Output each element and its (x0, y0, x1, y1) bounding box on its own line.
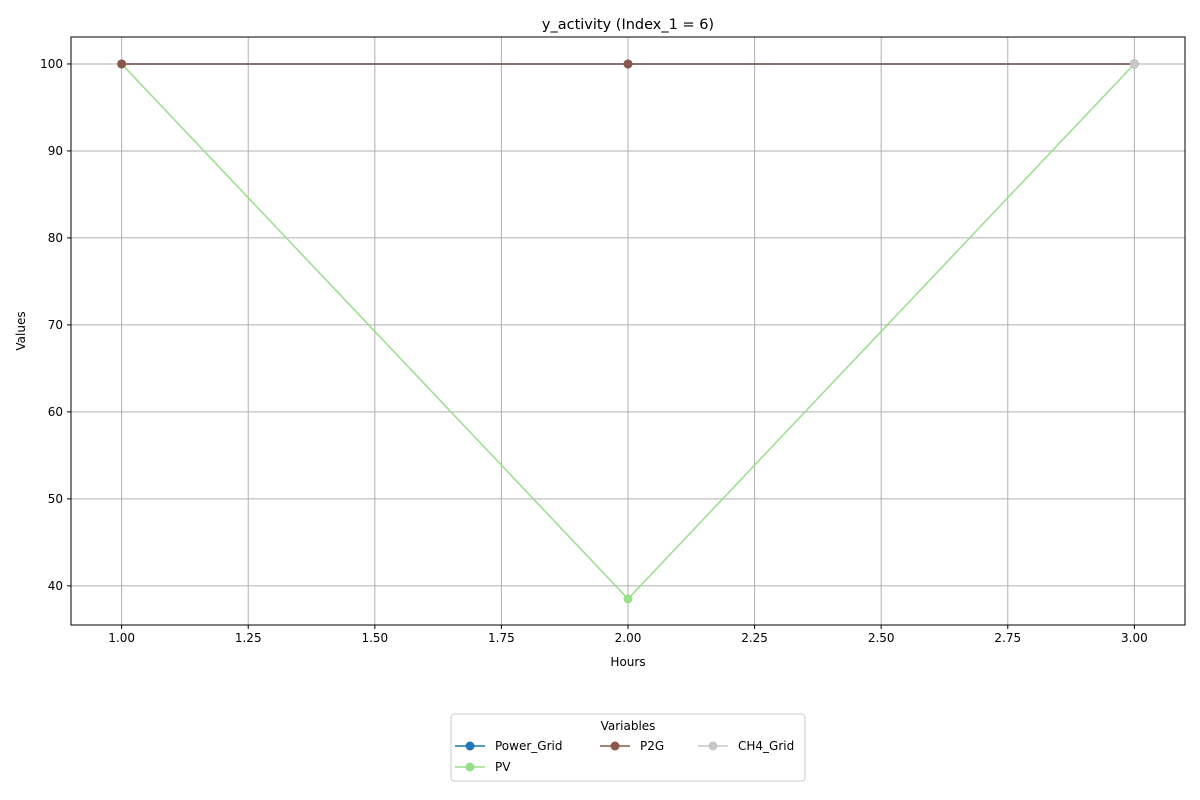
legend-marker (610, 741, 620, 751)
legend-label: PV (495, 760, 511, 774)
x-tick-label: 1.75 (488, 631, 515, 645)
legend-title: Variables (601, 719, 656, 733)
legend-marker (465, 762, 475, 772)
y-tick-label: 100 (40, 57, 63, 71)
series-p2g (117, 59, 1139, 69)
x-tick-label: 1.00 (108, 631, 135, 645)
data-point (1129, 59, 1139, 69)
grid (71, 37, 1185, 625)
legend-item: CH4_Grid (698, 739, 794, 753)
legend-frame (450, 713, 806, 782)
x-tick-label: 2.75 (994, 631, 1021, 645)
y-tick-label: 40 (48, 579, 63, 593)
axis-ticks: 1.00 1.25 1.50 1.75 2.00 2.25 2.50 2.75 3.00 40 50… (40, 57, 1148, 645)
series-layer (117, 59, 1139, 604)
y-tick-label: 70 (48, 318, 63, 332)
data-point (623, 59, 633, 69)
legend-label: P2G (640, 739, 664, 753)
x-tick-label: 1.50 (361, 631, 388, 645)
data-point (117, 59, 127, 69)
x-axis-title: Hours (610, 655, 645, 669)
x-tick-label: 2.50 (868, 631, 895, 645)
y-tick-label: 60 (48, 405, 63, 419)
legend-marker (465, 741, 475, 751)
chart-title: y_activity (Index_1 = 6) (542, 17, 714, 33)
legend-item: P2G (600, 739, 664, 753)
series-ch4-grid (1129, 59, 1139, 69)
y-tick-label: 90 (48, 144, 63, 158)
legend-label: Power_Grid (495, 739, 562, 753)
x-tick-label: 2.00 (615, 631, 642, 645)
y-axis-title: Values (14, 311, 28, 350)
legend-item: Power_Grid (455, 739, 562, 753)
x-tick-label: 2.25 (741, 631, 768, 645)
legend-items: Power_Grid P2G CH4_Grid PV (455, 739, 794, 774)
x-tick-label: 1.25 (235, 631, 262, 645)
y-tick-label: 80 (48, 231, 63, 245)
legend: Variables Power_Grid P2G CH4_Grid PV (450, 713, 806, 782)
data-point (623, 594, 633, 604)
y-tick-label: 50 (48, 492, 63, 506)
x-tick-label: 3.00 (1121, 631, 1148, 645)
legend-item: PV (455, 760, 511, 774)
legend-marker (708, 741, 718, 751)
legend-label: CH4_Grid (738, 739, 794, 753)
